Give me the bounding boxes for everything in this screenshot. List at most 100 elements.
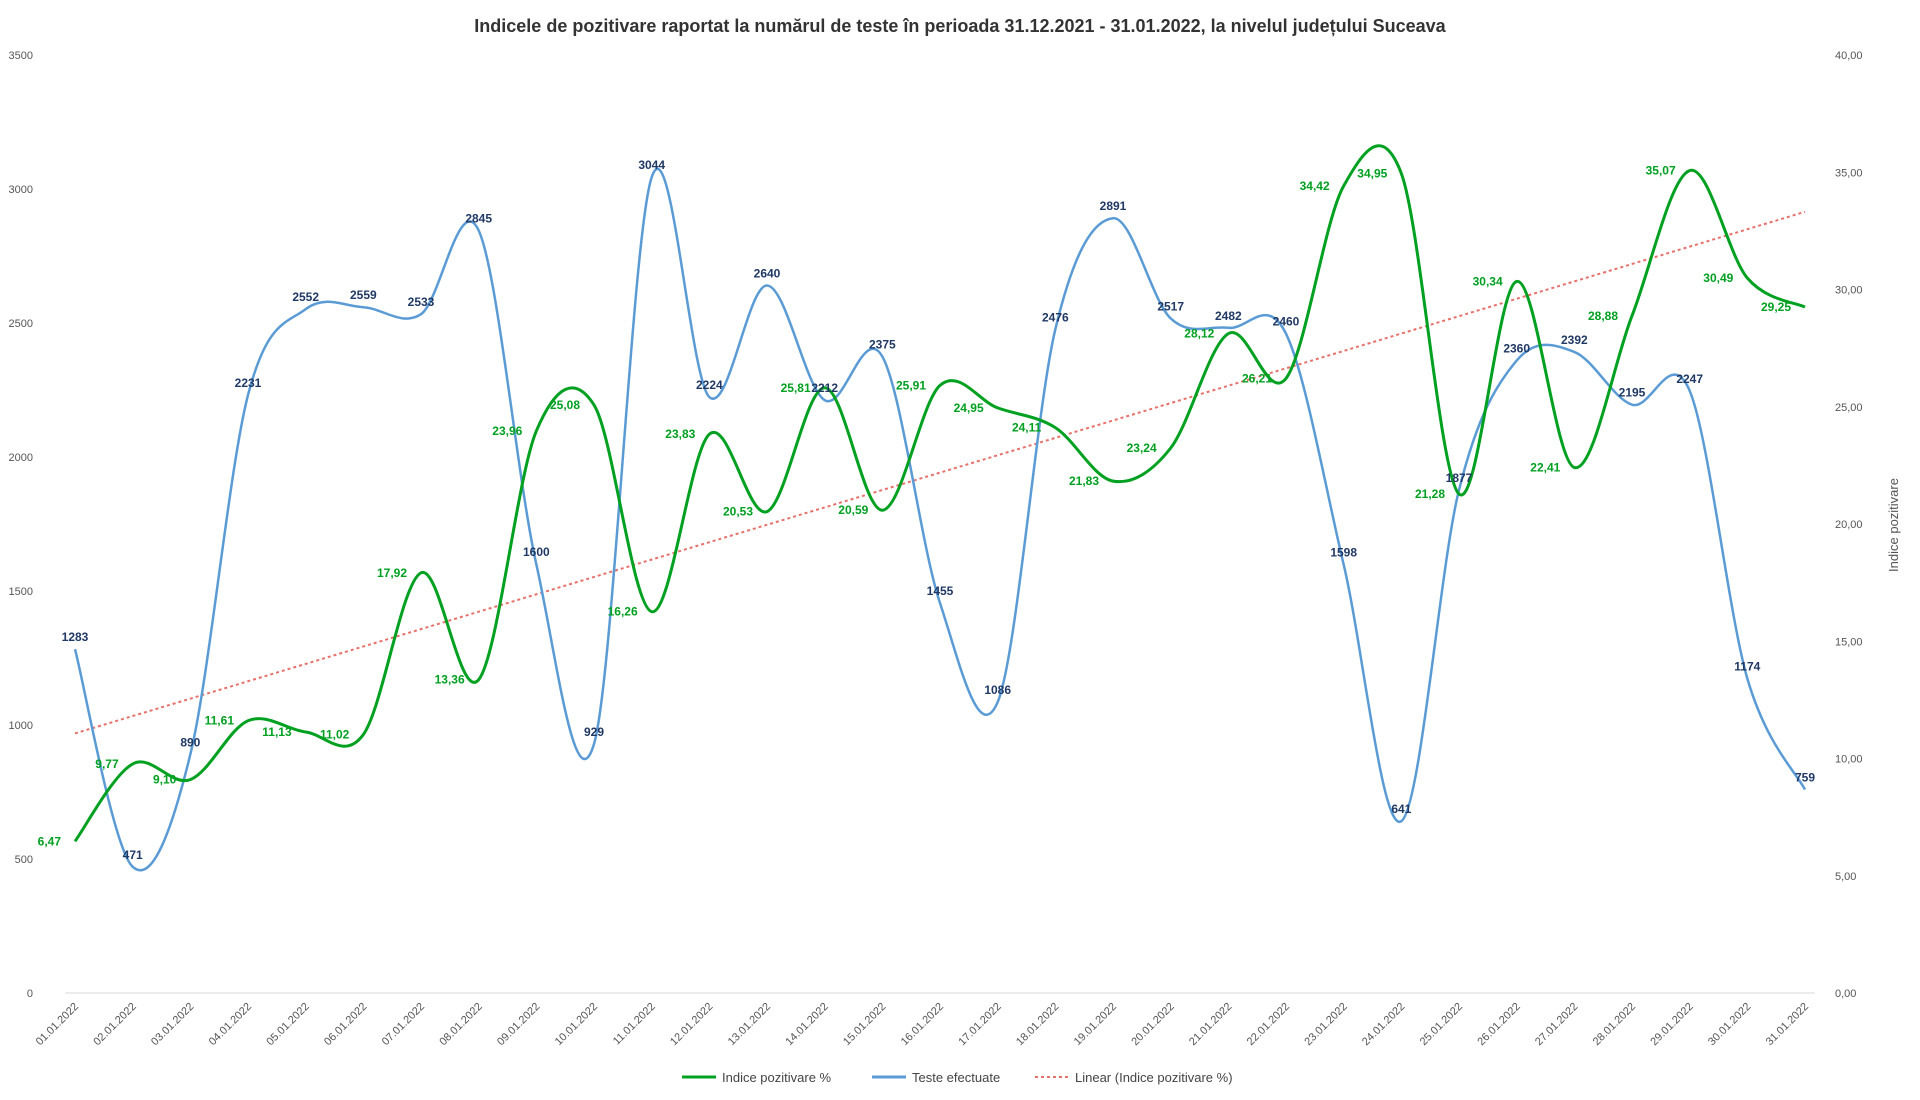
teste-data-label: 890: [180, 735, 200, 749]
indice-data-label: 20,59: [838, 503, 868, 517]
trend-line: [74, 210, 1806, 735]
x-tick-label: 11.01.2022: [611, 1001, 658, 1048]
x-tick-label: 26.01.2022: [1475, 1001, 1522, 1048]
x-tick-label: 20.01.2022: [1129, 1001, 1176, 1048]
left-tick-label: 500: [15, 854, 33, 866]
indice-data-label: 28,88: [1588, 309, 1618, 323]
left-tick-label: 0: [27, 988, 33, 1000]
teste-data-label: 2640: [754, 266, 781, 280]
teste-data-label: 3044: [638, 158, 665, 172]
teste-data-label: 1600: [523, 545, 550, 559]
indice-data-label: 30,34: [1473, 275, 1503, 289]
teste-data-label: 2533: [408, 295, 435, 309]
indice-data-label: 35,07: [1646, 164, 1676, 178]
indice-data-label: 6,47: [38, 834, 62, 848]
x-tick-label: 04.01.2022: [207, 1001, 254, 1048]
teste-data-label: 2212: [811, 381, 838, 395]
indice-data-label: 9,77: [95, 757, 119, 771]
data-labels: 1283 471 890 2231 2552 2559 2533 2845 1600 929 304…: [38, 158, 1816, 862]
teste-data-label: 1283: [62, 630, 89, 644]
indice-data-label: 23,96: [492, 424, 522, 438]
teste-data-label: 2482: [1215, 309, 1242, 323]
teste-data-label: 1086: [984, 683, 1011, 697]
teste-data-label: 2476: [1042, 310, 1069, 324]
x-tick-label: 07.01.2022: [380, 1001, 427, 1048]
right-tick-label: 25,00: [1835, 402, 1863, 414]
indice-data-label: 13,36: [435, 673, 465, 687]
teste-data-label: 2360: [1503, 342, 1530, 356]
x-tick-label: 23.01.2022: [1302, 1001, 1349, 1048]
teste-data-label: 2375: [869, 338, 896, 352]
x-tick-label: 12.01.2022: [668, 1001, 715, 1048]
chart-title: Indicele de pozitivare raportat la număr…: [474, 16, 1446, 36]
left-tick-label: 2000: [9, 452, 33, 464]
series-line-indice: [73, 144, 1806, 843]
teste-data-label: 2224: [696, 378, 723, 392]
left-tick-label: 3000: [9, 184, 33, 196]
x-tick-label: 10.01.2022: [553, 1001, 600, 1048]
x-tick-label: 31.01.2022: [1764, 1001, 1811, 1048]
indice-data-label: 30,49: [1703, 271, 1733, 285]
indice-data-label: 11,13: [262, 725, 292, 739]
indice-data-label: 25,08: [550, 398, 580, 412]
indice-data-label: 28,12: [1184, 327, 1214, 341]
indice-data-label: 34,95: [1357, 166, 1387, 180]
indice-data-label: 11,61: [205, 714, 235, 728]
indice-data-label: 23,24: [1127, 441, 1157, 455]
right-tick-label: 35,00: [1835, 167, 1863, 179]
right-tick-label: 20,00: [1835, 519, 1863, 531]
indice-data-label: 25,91: [896, 378, 926, 392]
left-axis-ticks: 0 500 1000 1500 2000 2500 3000 3500: [9, 50, 33, 1000]
x-tick-label: 21.01.2022: [1187, 1001, 1234, 1048]
x-tick-label: 29.01.2022: [1648, 1001, 1695, 1048]
right-tick-label: 5,00: [1835, 871, 1856, 883]
indice-data-label: 16,26: [608, 605, 638, 619]
teste-data-label: 2559: [350, 288, 377, 302]
teste-data-label: 1174: [1734, 659, 1760, 673]
indice-data-label: 20,53: [723, 505, 753, 519]
x-tick-label: 06.01.2022: [322, 1001, 369, 1048]
indice-data-label: 23,83: [665, 427, 695, 441]
x-tick-label: 14.01.2022: [783, 1001, 830, 1048]
series-lines: [73, 144, 1807, 872]
indice-data-label: 22,41: [1530, 460, 1560, 474]
indice-data-label: 29,25: [1761, 300, 1791, 314]
indice-data-label: 25,81: [781, 381, 811, 395]
left-tick-label: 2500: [9, 318, 33, 330]
legend-label: Teste efectuate: [912, 1070, 1000, 1085]
right-axis-ticks: 0,00 5,00 10,00 15,00 20,00 25,00 30,00 35,00 40…: [1835, 50, 1863, 1000]
teste-data-label: 1598: [1330, 546, 1357, 560]
x-tick-label: 28.01.2022: [1591, 1001, 1638, 1048]
indice-data-label: 21,83: [1069, 474, 1099, 488]
indice-data-label: 21,28: [1415, 487, 1445, 501]
indice-data-label: 24,95: [954, 401, 984, 415]
series-line-teste: [73, 167, 1807, 872]
teste-data-label: 1455: [927, 584, 954, 598]
x-axis-ticks: 01.01.2022 02.01.2022 03.01.2022 04.01.2022…: [34, 1001, 1811, 1048]
x-tick-label: 05.01.2022: [264, 1001, 311, 1048]
teste-data-label: 471: [123, 848, 143, 862]
indice-data-label: 11,02: [320, 728, 350, 742]
x-tick-label: 16.01.2022: [899, 1001, 946, 1048]
right-tick-label: 10,00: [1835, 754, 1863, 766]
x-tick-label: 24.01.2022: [1360, 1001, 1407, 1048]
left-tick-label: 1000: [9, 720, 33, 732]
x-tick-label: 08.01.2022: [437, 1001, 484, 1048]
teste-data-label: 2845: [465, 212, 492, 226]
x-tick-label: 22.01.2022: [1245, 1001, 1292, 1048]
indice-data-label: 9,10: [153, 773, 177, 787]
teste-data-label: 759: [1795, 771, 1815, 785]
indice-data-label: 34,42: [1300, 179, 1330, 193]
x-tick-label: 25.01.2022: [1418, 1001, 1465, 1048]
legend-label: Indice pozitivare %: [722, 1070, 832, 1085]
left-tick-label: 1500: [9, 586, 33, 598]
x-tick-label: 18.01.2022: [1014, 1001, 1061, 1048]
left-tick-label: 3500: [9, 50, 33, 62]
indice-data-label: 24,11: [1012, 421, 1042, 435]
indice-data-label: 26,21: [1242, 371, 1272, 385]
teste-data-label: 1877: [1446, 471, 1473, 485]
x-tick-label: 30.01.2022: [1706, 1001, 1753, 1048]
right-tick-label: 0,00: [1835, 988, 1856, 1000]
